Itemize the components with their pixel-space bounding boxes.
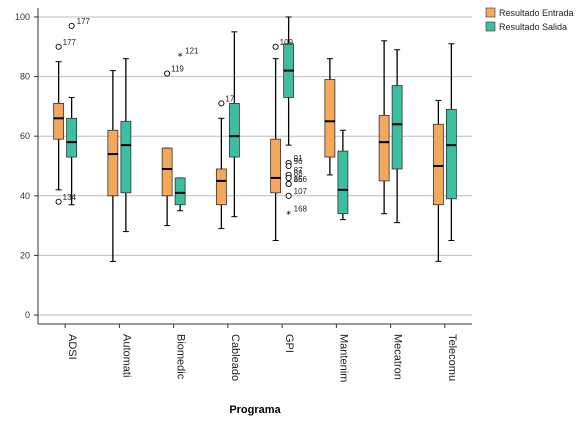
outlier-label: 96 — [294, 157, 303, 166]
legend-swatch — [485, 7, 496, 18]
box-biomedic-salida — [174, 177, 186, 212]
box-mantenim-entrada — [324, 58, 336, 176]
x-category-label-cableado: Cableado — [229, 334, 241, 381]
outlier-label: 166 — [294, 175, 308, 184]
box-adsi-entrada — [53, 61, 65, 191]
x-category-label-biomedic: Biomedic — [175, 334, 187, 380]
x-category-label-gpi: GPI — [283, 334, 295, 353]
y-tick-label-40: 40 — [20, 191, 30, 201]
outlier-star-marker: * — [286, 210, 291, 221]
box-mecatron-entrada — [378, 40, 390, 215]
outlier-label: 107 — [294, 187, 308, 196]
box-body — [53, 102, 65, 140]
x-category-labels: ADSI Automati Biomedic Cableado GPI Mantenim M… — [64, 324, 458, 382]
box-cableado-salida — [228, 31, 240, 218]
outlier-121: *121 — [178, 47, 199, 63]
x-category-label-telecomu: Telecomu — [446, 334, 458, 381]
y-tick-label-60: 60 — [20, 131, 30, 141]
box-body — [445, 108, 457, 200]
y-tick-labels: 0 20 40 60 80 100 — [15, 12, 30, 320]
box-automati-entrada — [107, 70, 119, 262]
box-telecomu-entrada — [432, 99, 444, 262]
x-category-label-mantenim: Mantenim — [337, 334, 349, 382]
box-body — [337, 150, 349, 215]
outlier-109: 109 — [272, 38, 294, 50]
box-cableado-entrada — [215, 117, 227, 230]
box-telecomu-salida — [445, 43, 457, 242]
outliers: 177134177119*121171099196878885166107*16… — [55, 17, 308, 221]
box-body — [161, 147, 173, 197]
outlier-label: 177 — [77, 17, 91, 26]
x-category-label-adsi: ADSI — [66, 334, 78, 360]
x-category-label-mecatron: Mecatron — [392, 334, 404, 380]
outlier-168: *168 — [286, 205, 307, 221]
boxes — [53, 16, 457, 262]
outlier-circle-marker — [68, 22, 75, 29]
x-axis-title: Programa — [229, 404, 281, 416]
outlier-107: 107 — [285, 187, 308, 199]
box-mecatron-salida — [391, 49, 403, 224]
box-automati-salida — [120, 58, 132, 233]
box-biomedic-entrada — [161, 147, 173, 227]
outlier-119: 119 — [164, 65, 184, 77]
legend: Resultado Entrada Resultado Salida — [485, 7, 574, 32]
plot-area — [38, 8, 472, 324]
outlier-circle-marker — [55, 198, 62, 205]
x-category-label-automati: Automati — [120, 334, 132, 377]
outlier-label: 17 — [225, 94, 234, 103]
box-body — [120, 120, 132, 194]
legend-label: Resultado Entrada — [499, 8, 574, 18]
outlier-label: 168 — [294, 205, 308, 214]
outlier-17: 17 — [218, 94, 235, 107]
box-body — [215, 168, 227, 206]
outlier-134: 134 — [55, 193, 77, 205]
outlier-88: 88 — [285, 169, 303, 181]
box-body — [378, 114, 390, 182]
box-gpi-salida — [283, 16, 295, 146]
y-tick-label-0: 0 — [25, 310, 30, 320]
outlier-label: 121 — [185, 47, 199, 56]
axes — [37, 8, 472, 325]
y-tick-label-100: 100 — [15, 12, 30, 22]
outlier-label: 91 — [294, 154, 303, 163]
outlier-circle-marker — [218, 100, 225, 107]
outlier-label: 134 — [63, 193, 77, 202]
y-tick-label-80: 80 — [20, 72, 30, 82]
box-mantenim-salida — [337, 129, 349, 221]
outlier-label: 85 — [294, 175, 303, 184]
box-body — [228, 102, 240, 158]
outlier-circle-marker — [164, 70, 171, 77]
box-adsi-salida — [66, 96, 78, 206]
legend-swatch — [485, 21, 496, 32]
box-body — [107, 129, 119, 197]
outlier-177: 177 — [68, 17, 91, 29]
outlier-177: 177 — [55, 38, 77, 50]
outlier-166: 166 — [285, 175, 308, 187]
outlier-circle-marker — [285, 174, 292, 181]
box-body — [174, 177, 186, 206]
box-body — [270, 138, 282, 194]
outlier-label: 119 — [171, 65, 184, 74]
legend-label: Resultado Salida — [499, 22, 567, 32]
y-tick-label-20: 20 — [20, 250, 30, 260]
outlier-circle-marker — [55, 43, 62, 50]
box-body — [66, 117, 78, 158]
outlier-label: 87 — [294, 166, 303, 175]
outlier-circle-marker — [272, 43, 279, 50]
outlier-circle-marker — [285, 192, 292, 199]
box-body — [324, 79, 336, 158]
outlier-96: 96 — [285, 157, 303, 170]
legend-item-salida: Resultado Salida — [485, 21, 567, 32]
box-gpi-entrada — [270, 58, 282, 242]
box-body — [432, 123, 444, 206]
legend-item-entrada: Resultado Entrada — [485, 7, 574, 18]
outlier-label: 177 — [63, 38, 77, 47]
outlier-circle-marker — [285, 180, 292, 187]
outlier-circle-marker — [285, 162, 292, 170]
box-body — [391, 85, 403, 170]
outlier-label: 109 — [280, 38, 294, 47]
outlier-label: 88 — [294, 169, 303, 178]
outlier-star-marker: * — [178, 52, 183, 63]
